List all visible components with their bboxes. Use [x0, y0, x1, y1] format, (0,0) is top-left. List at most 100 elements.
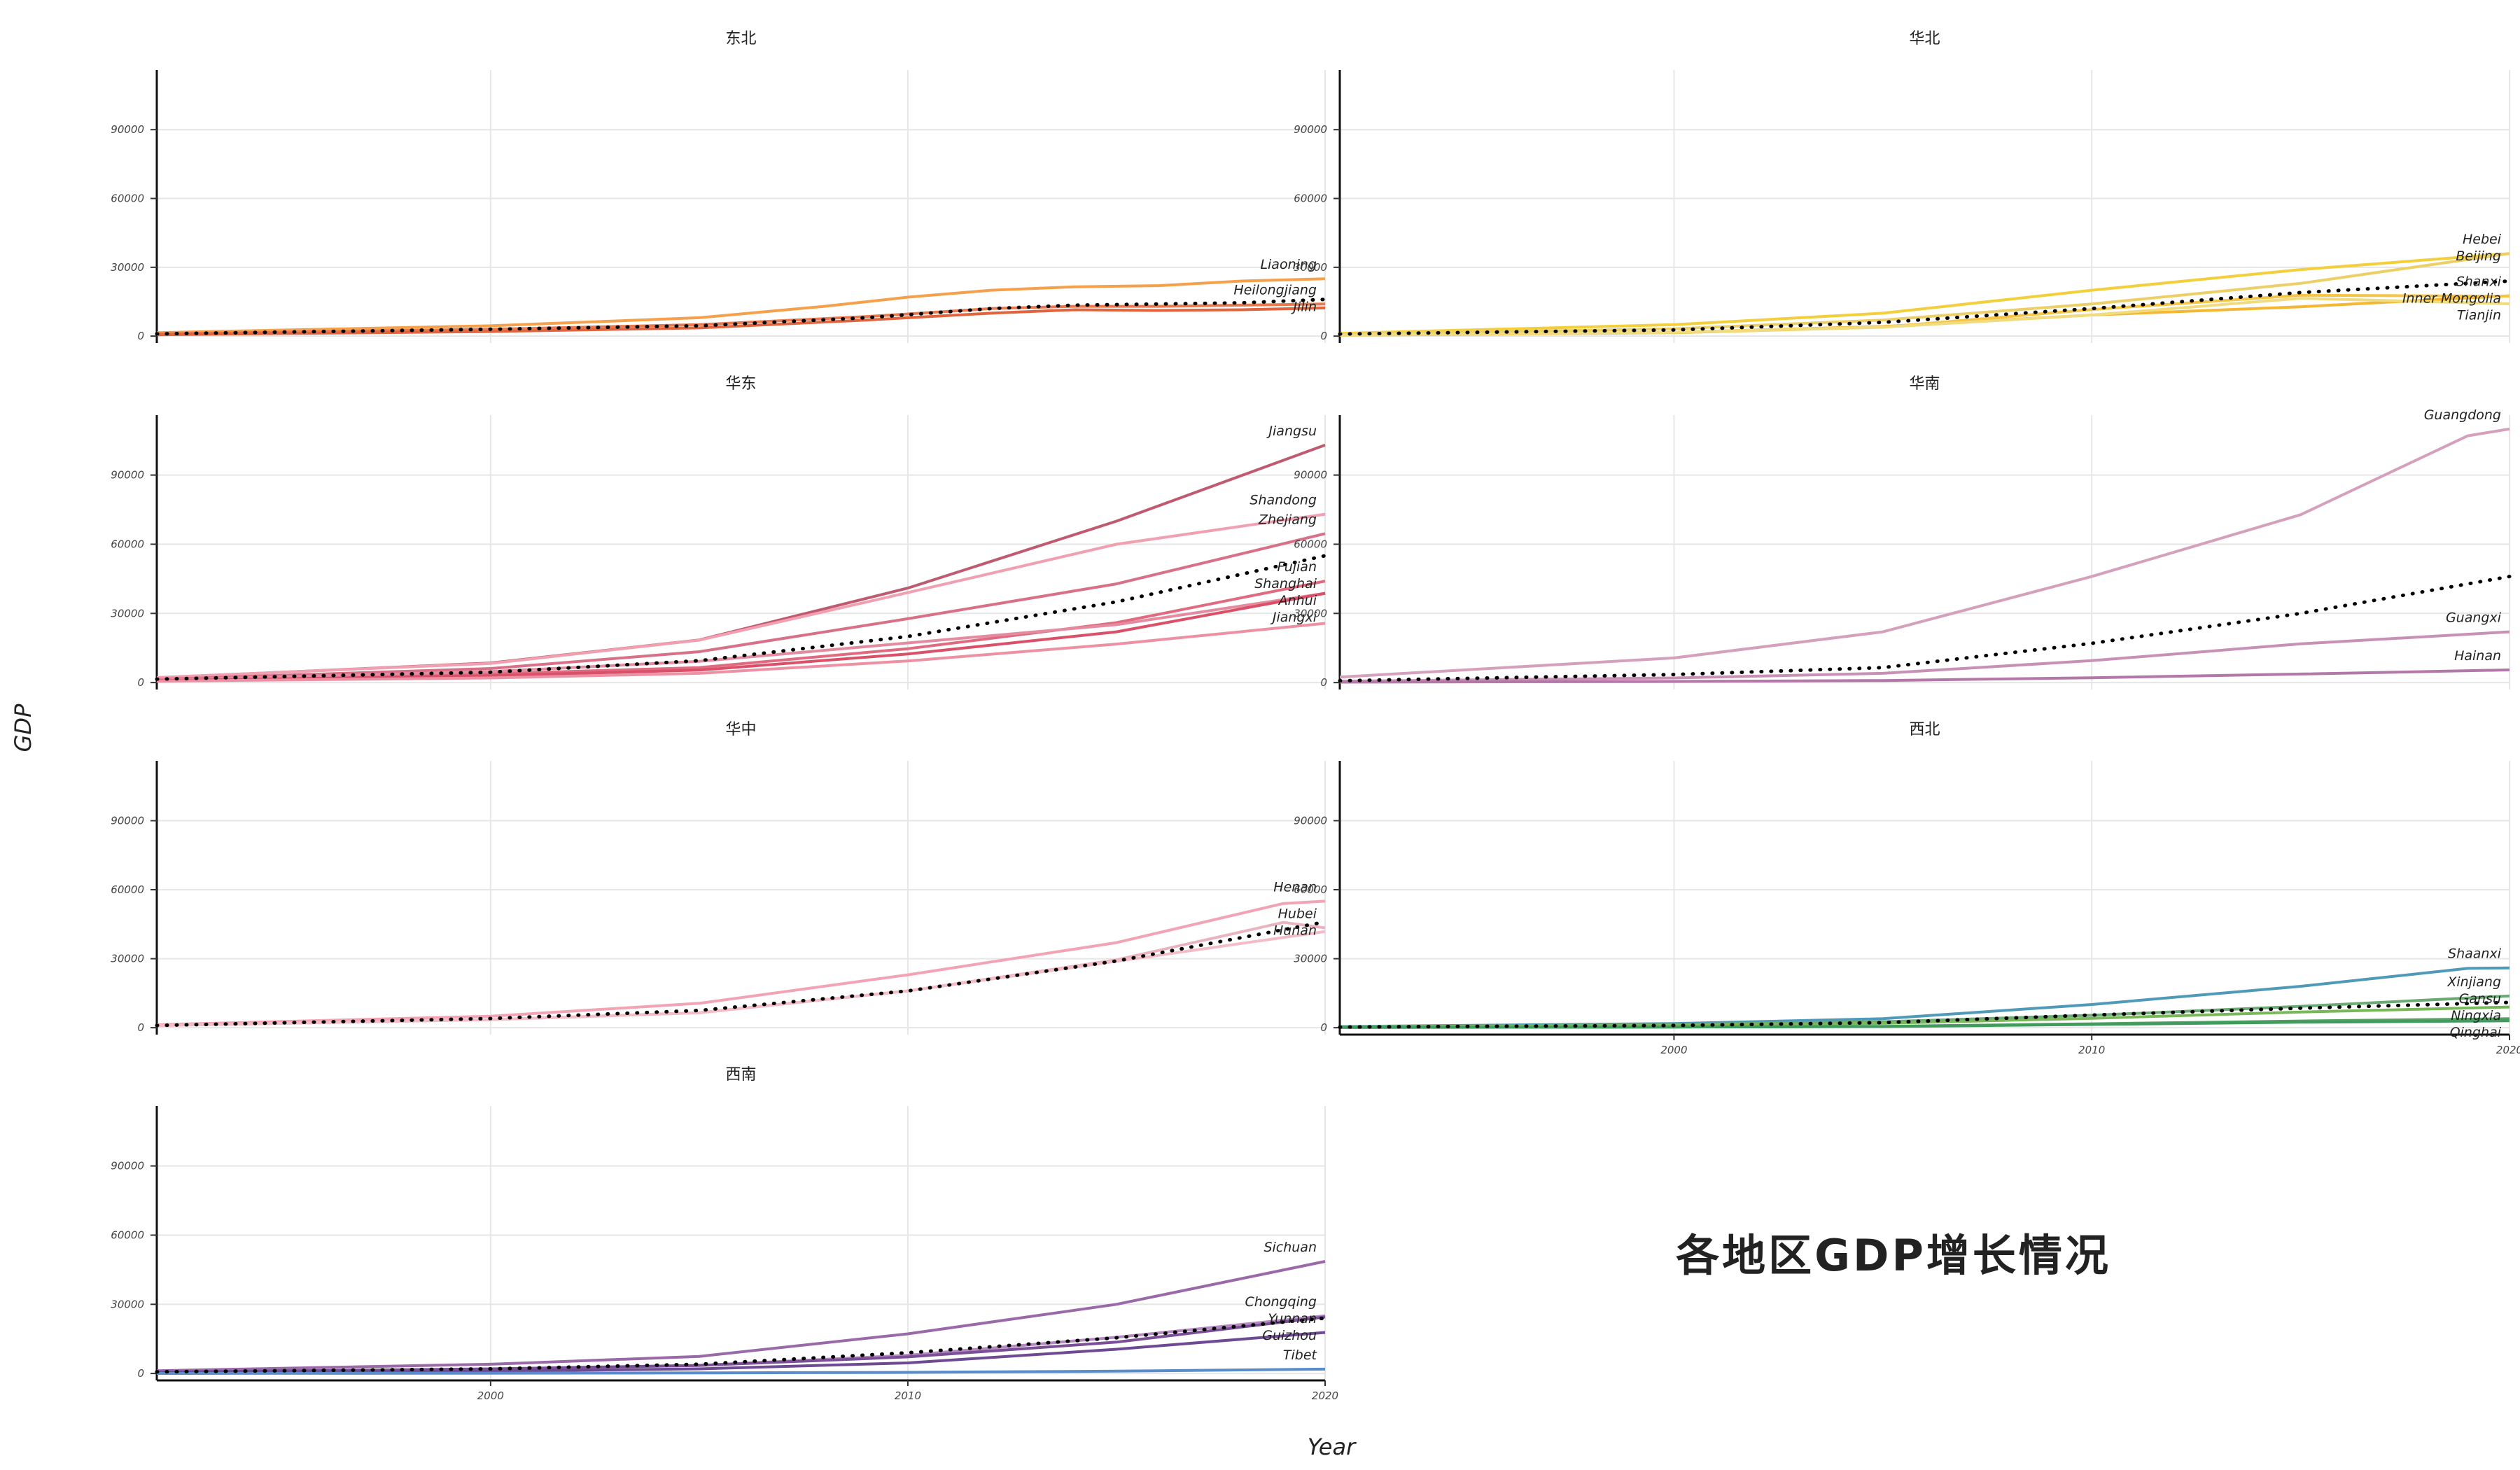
y-tick-label: 30000	[1294, 607, 1327, 620]
series-line-zhejiang	[156, 532, 1326, 681]
facet-title: 华南	[1909, 375, 1940, 393]
average-line	[155, 554, 1327, 681]
x-tick-label: 2020	[2496, 1044, 2520, 1056]
series-line-guangxi	[1339, 630, 2510, 683]
y-tick-label: 90000	[111, 123, 144, 136]
y-tick-label: 60000	[1294, 538, 1327, 550]
series-line-hunan	[156, 930, 1326, 1028]
average-line	[155, 1316, 1327, 1374]
y-axis-title: GDP	[10, 704, 36, 752]
series-label-gansu: Gansu	[2459, 991, 2501, 1007]
x-tick-label: 2010	[2078, 1044, 2105, 1056]
series-label-hunan: Hunan	[1273, 923, 1317, 939]
series-line-jiangsu	[156, 443, 1326, 680]
series-label-shanxi: Shanxi	[2456, 274, 2502, 289]
y-tick-label: 90000	[111, 1160, 144, 1172]
y-tick-label: 0	[137, 1367, 144, 1380]
series-line-guizhou	[156, 1331, 1326, 1375]
series-line-tianjin	[1339, 297, 2510, 337]
y-tick-label: 90000	[1294, 469, 1327, 482]
y-tick-label: 0	[1320, 330, 1327, 342]
series-label-hubei: Hubei	[1278, 906, 1317, 922]
y-tick-label: 60000	[1294, 192, 1327, 205]
y-tick-label: 0	[137, 330, 144, 342]
y-tick-label: 0	[137, 1021, 144, 1034]
series-label-henan: Henan	[1273, 879, 1317, 895]
y-tick-label: 30000	[111, 953, 144, 965]
series-line-jilin	[156, 306, 1326, 337]
series-label-shandong: Shandong	[1250, 493, 1317, 508]
y-tick-label: 30000	[111, 261, 144, 274]
y-tick-label: 60000	[111, 538, 144, 550]
series-line-shaanxi	[1339, 966, 2510, 1028]
series-label-heilongjiang: Heilongjiang	[1233, 282, 1317, 298]
series-label-zhejiang: Zhejiang	[1258, 512, 1317, 527]
average-line	[1338, 1000, 2512, 1029]
y-tick-label: 90000	[1294, 123, 1327, 136]
average-line	[1338, 575, 2512, 682]
series-label-chongqing: Chongqing	[1245, 1294, 1317, 1310]
y-tick-label: 60000	[1294, 883, 1327, 896]
panel-6: 0 30000 60000 90000 2000 2010 2020 西北 Shaanxi Xin…	[1294, 721, 2520, 1056]
series-label-anhui: Anhui	[1278, 593, 1317, 608]
chart-title: 各地区GDP增长情况	[1676, 1230, 2111, 1281]
series-label-yunnan: Yunnan	[1268, 1311, 1317, 1326]
panel-3: 0 30000 60000 90000 华东 Jiangsu Shandong Zhejian…	[111, 375, 1327, 690]
facet-title: 华中	[725, 721, 756, 738]
y-tick-label: 90000	[111, 469, 144, 482]
y-tick-label: 90000	[111, 814, 144, 827]
panel-7: 0 30000 60000 90000 2000 2010 2020 西南 Sichuan Cho…	[111, 1066, 1338, 1402]
series-line-liaoning	[156, 277, 1326, 335]
series-label-ningxia: Ningxia	[2451, 1008, 2501, 1023]
x-axis-title: Year	[1308, 1434, 1357, 1460]
series-line-henan	[156, 899, 1326, 1026]
series-label-guangdong: Guangdong	[2424, 407, 2501, 423]
y-tick-label: 30000	[111, 1298, 144, 1310]
y-tick-label: 0	[137, 676, 144, 689]
y-tick-label: 30000	[111, 607, 144, 620]
series-line-hebei	[1339, 252, 2510, 335]
series-line-yunnan	[156, 1315, 1326, 1374]
series-line-shanghai	[156, 592, 1326, 682]
series-line-hainan	[1339, 668, 2510, 684]
y-tick-label: 0	[1320, 676, 1327, 689]
facet-title: 华东	[725, 375, 756, 393]
series-label-hainan: Hainan	[2454, 648, 2501, 664]
y-tick-label: 90000	[1294, 814, 1327, 827]
series-line-beijing	[1339, 252, 2510, 336]
series-line-guangdong	[1339, 427, 2510, 679]
series-line-jiangxi	[156, 622, 1326, 683]
x-tick-label: 2020	[1312, 1390, 1338, 1402]
series-label-shaanxi: Shaanxi	[2448, 946, 2502, 962]
x-tick-label: 2000	[477, 1390, 504, 1402]
y-tick-label: 30000	[1294, 261, 1327, 274]
series-line-shandong	[156, 512, 1326, 679]
series-label-qinghai: Qinghai	[2450, 1025, 2502, 1040]
series-label-guangxi: Guangxi	[2446, 610, 2502, 626]
y-tick-label: 60000	[111, 192, 144, 205]
series-label-sichuan: Sichuan	[1264, 1240, 1317, 1255]
series-line-hubei	[156, 920, 1326, 1027]
y-tick-label: 30000	[1294, 953, 1327, 965]
facet-title: 华北	[1909, 30, 1940, 48]
series-label-jiangxi: Jiangxi	[1270, 610, 1317, 625]
average-line	[1338, 279, 2512, 336]
series-label-jiangsu: Jiangsu	[1266, 424, 1317, 439]
series-label-liaoning: Liaoning	[1260, 257, 1317, 272]
y-tick-label: 60000	[111, 883, 144, 896]
y-tick-label: 60000	[111, 1228, 144, 1241]
x-tick-label: 2010	[895, 1390, 921, 1402]
series-line-tibet	[156, 1367, 1326, 1375]
series-label-fujian: Fujian	[1278, 559, 1317, 575]
series-label-shanghai: Shanghai	[1254, 576, 1317, 592]
facet-title: 西南	[725, 1066, 756, 1084]
series-label-jilin: Jilin	[1291, 299, 1317, 314]
series-label-hebei: Hebei	[2463, 232, 2502, 247]
series-line-fujian	[156, 580, 1326, 682]
facet-title: 东北	[725, 30, 756, 48]
series-line-gansu	[1339, 1005, 2510, 1029]
series-line-anhui	[156, 592, 1326, 682]
series-label-guizhou: Guizhou	[1262, 1328, 1317, 1343]
